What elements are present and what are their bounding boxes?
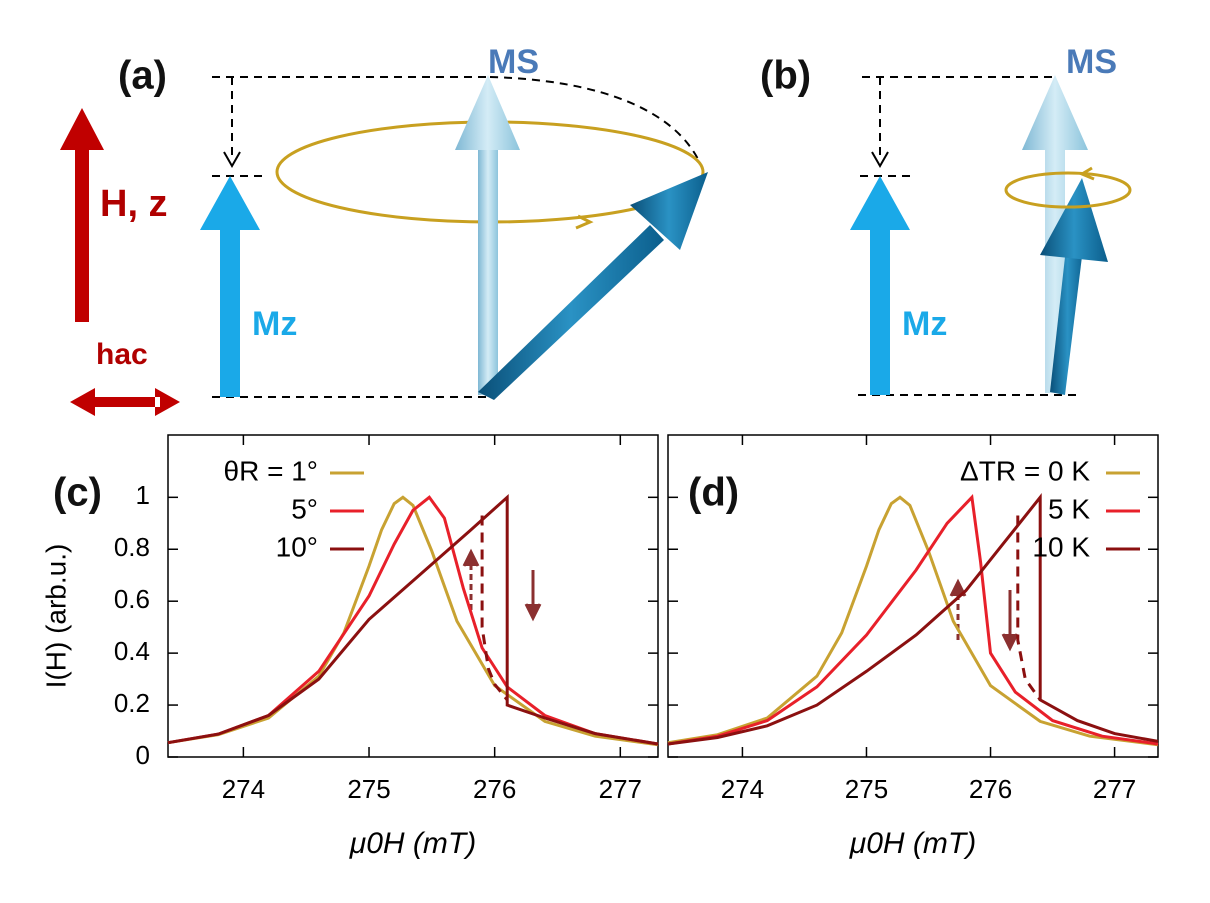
y-tick-label: 0.6 — [114, 584, 150, 614]
data-line — [1016, 515, 1042, 701]
ms-label: MS — [1066, 43, 1117, 81]
x-tick-label: 275 — [347, 774, 390, 804]
data-line — [480, 515, 509, 701]
legend-label: 10° — [276, 531, 318, 562]
legend-label: ΔTR = 0 K — [960, 455, 1090, 486]
data-line — [167, 495, 659, 747]
mz-label: Mz — [252, 305, 297, 343]
x-axis-label: μ0H (mT) — [349, 827, 476, 860]
y-axis-label: I(H) (arb.u.) — [40, 544, 71, 689]
x-tick-label: 274 — [222, 774, 265, 804]
x-tick-label: 274 — [721, 774, 764, 804]
data-line — [667, 495, 1159, 747]
diagram-a — [60, 75, 708, 416]
y-tick-label: 1 — [136, 480, 150, 510]
panel-label: (b) — [760, 54, 811, 98]
x-axis-label: μ0H (mT) — [849, 827, 976, 860]
ms-label: MS — [488, 43, 539, 81]
x-tick-label: 276 — [473, 774, 516, 804]
data-line — [667, 494, 1159, 746]
plot-frame — [667, 434, 1159, 758]
field-label: H, z — [100, 183, 168, 225]
x-tick-label: 276 — [969, 774, 1012, 804]
panel-label: (a) — [118, 54, 167, 98]
legend-label: 5° — [291, 493, 318, 524]
data-line — [167, 493, 659, 746]
x-tick-label: 277 — [599, 774, 642, 804]
data-line — [167, 495, 659, 746]
legend-label: 10 K — [1032, 531, 1090, 562]
legend-label: θR = 1° — [224, 455, 318, 486]
x-tick-label: 277 — [1093, 774, 1136, 804]
hysteresis-arrows — [462, 548, 1019, 652]
y-tick-label: 0.4 — [114, 636, 150, 666]
legend-label: 5 K — [1048, 493, 1090, 524]
data-line — [667, 493, 1159, 746]
diagram-b — [850, 75, 1132, 396]
y-tick-label: 0 — [136, 740, 150, 770]
x-tick-label: 275 — [845, 774, 888, 804]
panel-label: (d) — [688, 471, 739, 515]
plot-frame — [167, 434, 659, 758]
y-tick-label: 0.2 — [114, 688, 150, 718]
y-tick-label: 0.8 — [114, 532, 150, 562]
panel-label: (c) — [53, 471, 102, 515]
mz-label: Mz — [902, 305, 947, 343]
ac-field-label: hac — [96, 338, 148, 371]
